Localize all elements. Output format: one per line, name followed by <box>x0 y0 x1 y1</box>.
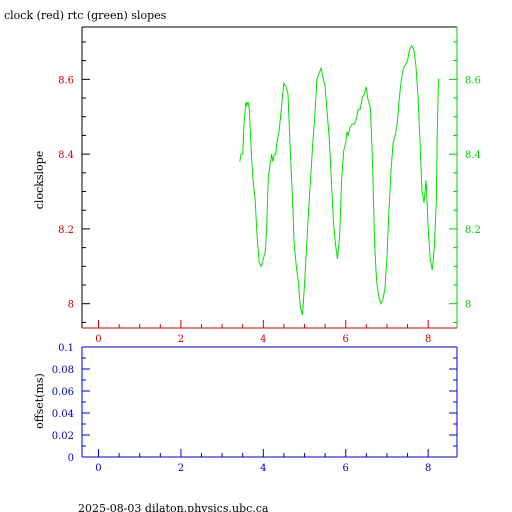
top-y-tick-label-right: 8.4 <box>465 150 481 161</box>
top-chart-title: clock (red) rtc (green) slopes <box>4 9 167 22</box>
bottom-x-tick-label: 0 <box>95 463 101 474</box>
bottom-y-tick-label: 0.1 <box>58 343 74 354</box>
bottom-chart: 0 2 4 6 8 0 0.02 0.04 0.06 0.08 0.1 <box>52 343 458 474</box>
top-y-tick-label-right: 8 <box>465 300 471 311</box>
top-x-tick-label: 6 <box>343 334 349 345</box>
top-x-tick-label: 8 <box>425 334 431 345</box>
bottom-x-tick-label: 8 <box>425 463 431 474</box>
bottom-y-tick-label: 0.06 <box>52 387 74 398</box>
bottom-x-tick-label: 2 <box>178 463 184 474</box>
bottom-chart-ylabel: offset(ms) <box>33 373 46 429</box>
top-chart: 0 2 4 6 8 8 8.2 8.4 8.6 8 8.2 8.4 8.6 <box>58 26 481 345</box>
top-y-tick-label-left: 8 <box>68 300 74 311</box>
top-y-tick-label-right: 8.2 <box>465 225 481 236</box>
bottom-y-tick-label: 0.08 <box>52 365 74 376</box>
top-x-tick-label: 0 <box>95 334 101 345</box>
top-x-tick-label: 4 <box>260 334 266 345</box>
top-y-tick-label-right: 8.6 <box>465 75 481 86</box>
footer-text: 2025-08-03 dilaton.physics.ubc.ca <box>78 502 269 512</box>
bottom-y-tick-label: 0.02 <box>52 431 74 442</box>
top-y-tick-label-left: 8.4 <box>58 150 74 161</box>
bottom-x-tick-label: 6 <box>343 463 349 474</box>
top-chart-ylabel: clockslope <box>33 151 46 209</box>
series-line-0 <box>239 44 440 316</box>
bottom-y-tick-label: 0 <box>68 453 74 464</box>
top-x-tick-label: 2 <box>178 334 184 345</box>
top-y-tick-label-left: 8.2 <box>58 225 74 236</box>
bottom-y-tick-label: 0.04 <box>52 409 74 420</box>
bottom-x-tick-label: 4 <box>260 463 266 474</box>
top-y-tick-label-left: 8.6 <box>58 75 74 86</box>
